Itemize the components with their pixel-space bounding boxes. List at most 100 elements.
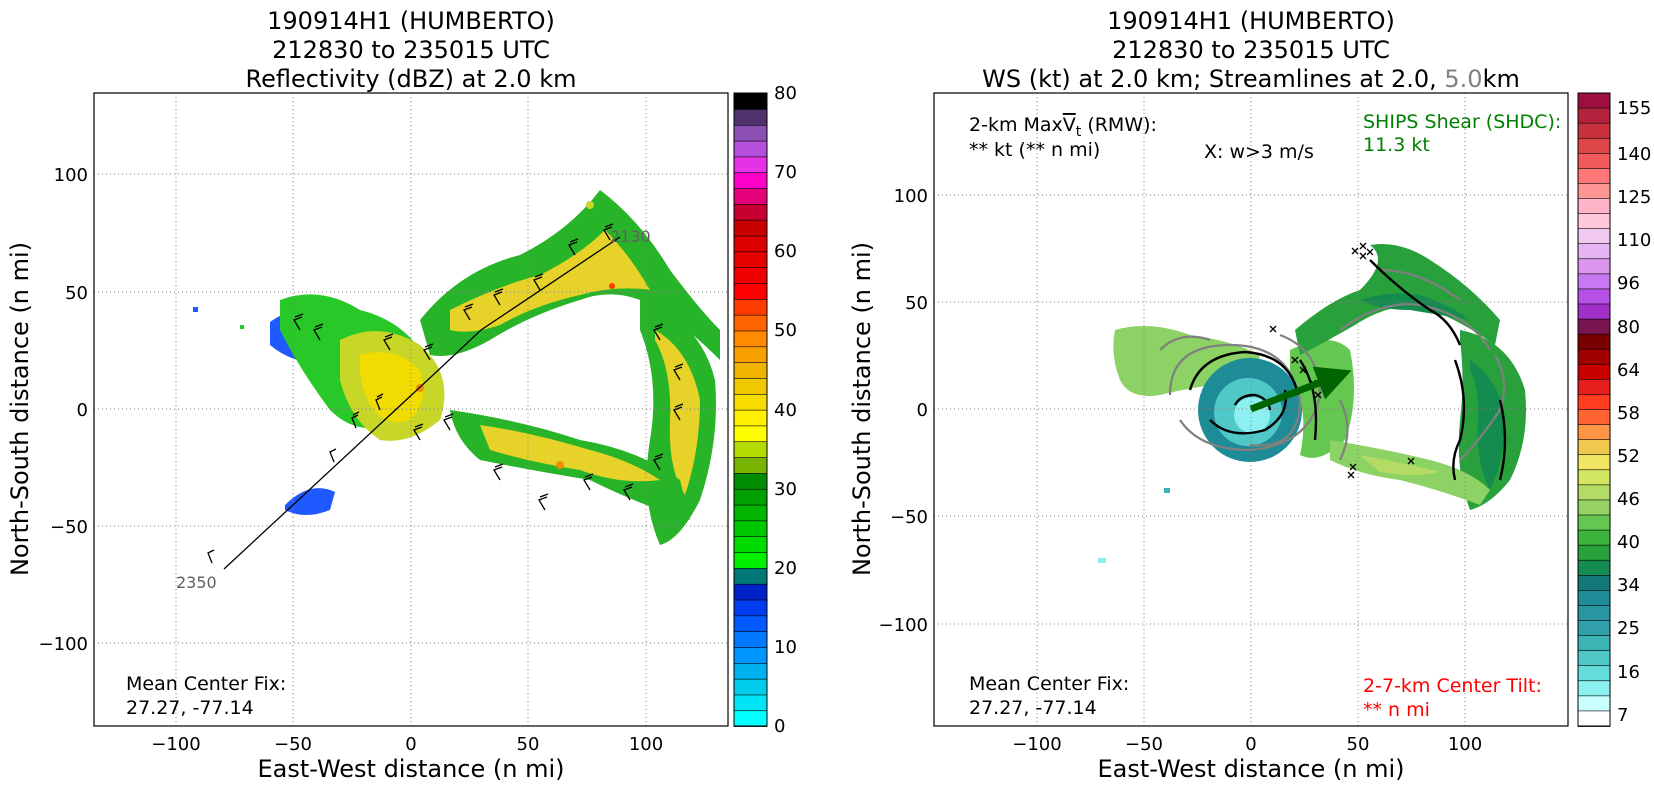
right-x-tick: 0: [1245, 734, 1256, 755]
right-x-axis-label: East-West distance (n mi): [1097, 755, 1404, 783]
right-shear-label: SHIPS Shear (SHDC):: [1363, 111, 1561, 133]
left-colorbar-tick: 10: [774, 637, 797, 658]
left-center-fix-value: 27.27, -77.14: [126, 697, 254, 719]
left-y-tick: 0: [77, 400, 88, 421]
right-x-tick: −50: [1125, 734, 1163, 755]
right-y-tick: −100: [879, 615, 928, 636]
left-colorbar-swatch: [733, 156, 768, 174]
right-maxvt-label-v: V: [1063, 114, 1076, 136]
left-colorbar-swatch: [733, 440, 768, 458]
left-colorbar-swatch: [733, 614, 768, 632]
left-colorbar-swatch: [733, 425, 768, 443]
left-colorbar-tick: 60: [774, 241, 797, 262]
left-colorbar-swatch: [733, 203, 768, 221]
left-y-axis-label: North-South distance (n mi): [6, 242, 34, 576]
right-colorbar-swatch: [1577, 213, 1611, 230]
left-colorbar-tick: 20: [774, 558, 797, 579]
left-colorbar-tick: 70: [774, 162, 797, 183]
right-y-axis: 100 50 0 −50 −100 North-South distance (…: [848, 186, 928, 636]
right-colorbar-swatch: [1577, 424, 1611, 441]
right-colorbar-tick: 52: [1617, 446, 1640, 467]
left-title-line-3: Reflectivity (dBZ) at 2.0 km: [246, 65, 577, 93]
left-x-tick: 50: [517, 734, 540, 755]
right-maxvt-label: 2-km MaxVt (RMW):: [969, 114, 1157, 140]
left-colorbar-swatches: [733, 92, 768, 727]
left-colorbar-swatch: [733, 567, 768, 585]
right-x-tick: −100: [1012, 734, 1061, 755]
left-colorbar-swatch: [733, 361, 768, 379]
left-colorbar-swatch: [733, 235, 768, 253]
left-colorbar-swatch: [733, 108, 768, 126]
right-maxvt-value: ** kt (** n mi): [969, 139, 1100, 161]
left-y-tick: 100: [54, 165, 88, 186]
left-colorbar-swatch: [733, 504, 768, 522]
left-track-start-label: 2350: [176, 573, 217, 592]
left-title-line-1: 190914H1 (HUMBERTO): [267, 7, 555, 35]
right-y-axis-label: North-South distance (n mi): [848, 242, 876, 576]
left-colorbar-swatch: [733, 630, 768, 648]
right-colorbar-tick: 58: [1617, 403, 1640, 424]
right-y-tick: −50: [890, 507, 928, 528]
right-maxvt-label-a: 2-km Max: [969, 114, 1063, 136]
right-colorbar-swatch: [1577, 499, 1611, 516]
left-colorbar-swatch: [733, 519, 768, 538]
left-colorbar-swatch: [733, 551, 768, 569]
right-title-line-1: 190914H1 (HUMBERTO): [1107, 7, 1395, 35]
left-x-tick: −50: [274, 734, 312, 755]
left-flight-track: [223, 236, 621, 570]
right-colorbar-tick: 25: [1617, 618, 1640, 639]
left-colorbar-swatch: [733, 393, 768, 411]
right-colorbar-swatch: [1577, 529, 1611, 547]
left-colorbar-swatch: [733, 535, 768, 553]
right-colorbar-swatch: [1577, 333, 1611, 351]
right-maxvt-label-b: (RMW):: [1081, 114, 1157, 136]
right-colorbar-swatch: [1577, 484, 1611, 501]
right-colorbar-swatch: [1577, 122, 1611, 140]
left-colorbar-swatch: [733, 187, 768, 205]
right-colorbar-tick: 7: [1617, 705, 1628, 726]
left-colorbar-swatch: [733, 124, 768, 142]
right-colorbar-swatch: [1577, 680, 1611, 697]
right-colorbar-swatch: [1577, 318, 1611, 336]
right-colorbar-swatch: [1577, 273, 1611, 290]
right-center-fix-value: 27.27, -77.14: [969, 697, 1097, 719]
right-x-tick: 50: [1347, 734, 1370, 755]
right-colorbar-swatch: [1577, 574, 1611, 592]
left-track-end-label: 2130: [610, 227, 651, 246]
left-colorbar-swatch: [733, 694, 768, 712]
left-colorbar-swatch: [733, 488, 768, 506]
left-x-tick: −100: [151, 734, 200, 755]
left-colorbar-swatch: [733, 345, 768, 363]
left-colorbar-tick: 80: [774, 83, 797, 104]
right-title-line-2: 212830 to 235015 UTC: [1112, 36, 1390, 64]
right-colorbar-tick: 40: [1617, 532, 1640, 553]
right-colorbar-swatch: [1577, 454, 1611, 471]
right-colorbar-swatch: [1577, 228, 1611, 245]
right-colorbar-swatch: [1577, 469, 1611, 486]
right-y-tick: 0: [917, 400, 928, 421]
right-colorbar-swatch: [1577, 152, 1611, 170]
right-colorbar-swatch: [1577, 439, 1611, 456]
left-colorbar-swatch: [733, 298, 768, 316]
left-center-fix-label: Mean Center Fix:: [126, 673, 286, 695]
right-w-note: X: w>3 m/s: [1204, 141, 1314, 163]
right-panel: 190914H1 (HUMBERTO) 212830 to 235015 UTC…: [848, 7, 1651, 783]
right-colorbar-tick: 64: [1617, 360, 1640, 381]
left-x-tick: 0: [405, 734, 416, 755]
right-plot-frame: [933, 92, 1569, 727]
left-reflectivity-field: [193, 190, 720, 545]
right-shear-value: 11.3 kt: [1363, 134, 1430, 156]
right-colorbar-tick: 110: [1617, 230, 1651, 251]
right-colorbar-swatch: [1577, 92, 1611, 109]
right-colorbar-tick: 16: [1617, 662, 1640, 683]
right-colorbar-swatch: [1577, 710, 1611, 727]
right-colorbar-swatch: [1577, 514, 1611, 531]
left-colorbar-swatch: [733, 282, 768, 300]
left-colorbar-swatch: [733, 140, 768, 158]
right-colorbar-tick: 96: [1617, 273, 1640, 294]
left-x-tick: 100: [629, 734, 663, 755]
left-wind-barbs: [207, 223, 684, 564]
left-colorbar-swatch: [733, 330, 768, 348]
left-grid: [94, 93, 728, 726]
